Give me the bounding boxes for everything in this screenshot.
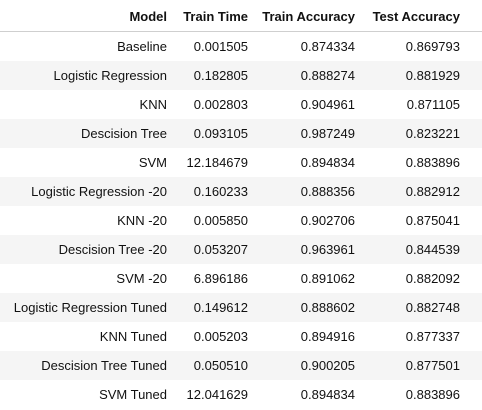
- column-header-train-time: Train Time: [167, 2, 248, 32]
- test-accuracy-cell: 0.823221: [405, 126, 460, 141]
- model-cell: SVM Tuned: [99, 387, 167, 402]
- train-time-cell: 0.160233: [193, 184, 248, 199]
- row-spacer: [460, 351, 482, 380]
- row-spacer: [460, 177, 482, 206]
- train-time-cell: 0.053207: [193, 242, 248, 257]
- column-header-train-accuracy: Train Accuracy: [248, 2, 355, 32]
- table-row: SVM 12.184679 0.894834 0.883896: [0, 148, 482, 177]
- train-time-cell: 0.093105: [193, 126, 248, 141]
- train-accuracy-cell: 0.894834: [300, 155, 355, 170]
- model-cell: Descision Tree -20: [58, 242, 167, 257]
- table-header: Model Train Time Train Accuracy Test Acc…: [0, 2, 482, 32]
- train-time-cell: 12.184679: [186, 155, 248, 170]
- test-accuracy-cell: 0.883896: [405, 387, 460, 402]
- header-spacer: [460, 2, 482, 32]
- table-row: Descision Tree -20 0.053207 0.963961 0.8445…: [0, 235, 482, 264]
- row-spacer: [460, 90, 482, 119]
- test-accuracy-cell: 0.871105: [406, 97, 460, 112]
- table-row: KNN -20 0.005850 0.902706 0.875041: [0, 206, 482, 235]
- row-spacer: [460, 380, 482, 409]
- train-accuracy-cell: 0.902706: [300, 213, 355, 228]
- train-time-cell: 6.896186: [193, 271, 248, 286]
- train-accuracy-cell: 0.888356: [300, 184, 355, 199]
- row-spacer: [460, 61, 482, 90]
- train-time-cell: 0.005850: [193, 213, 248, 228]
- model-cell: Logistic Regression Tuned: [13, 300, 167, 315]
- train-accuracy-cell: 0.894916: [300, 329, 355, 344]
- model-cell: KNN -20: [117, 213, 167, 228]
- table-row: KNN Tuned 0.005203 0.894916 0.877337: [0, 322, 482, 351]
- model-cell: KNN: [139, 97, 167, 112]
- train-time-cell: 0.002803: [193, 97, 248, 112]
- model-cell: SVM -20: [116, 271, 167, 286]
- train-accuracy-cell: 0.894834: [300, 387, 355, 402]
- column-header-test-accuracy: Test Accuracy: [355, 2, 460, 32]
- test-accuracy-cell: 0.881929: [405, 68, 460, 83]
- train-time-cell: 0.149612: [193, 300, 248, 315]
- column-header-model: Model: [0, 2, 167, 32]
- table-body: Baseline 0.001505 0.874334 0.869793 Logistic…: [0, 31, 482, 409]
- train-time-cell: 0.050510: [193, 358, 248, 373]
- test-accuracy-cell: 0.877501: [405, 358, 460, 373]
- test-accuracy-cell: 0.875041: [405, 213, 460, 228]
- row-spacer: [460, 32, 482, 62]
- row-spacer: [460, 264, 482, 293]
- table-row: Logistic Regression Tuned 0.149612 0.88860…: [0, 293, 482, 322]
- train-time-cell: 12.041629: [186, 387, 248, 402]
- model-cell: Descision Tree Tuned: [41, 358, 167, 373]
- row-spacer: [460, 322, 482, 351]
- train-accuracy-cell: 0.904961: [300, 97, 355, 112]
- row-spacer: [460, 119, 482, 148]
- model-cell: KNN Tuned: [99, 329, 167, 344]
- train-accuracy-cell: 0.888274: [300, 68, 355, 83]
- test-accuracy-cell: 0.877337: [405, 329, 460, 344]
- train-time-cell: 0.005203: [193, 329, 248, 344]
- train-accuracy-cell: 0.900205: [300, 358, 355, 373]
- model-cell: Logistic Regression: [53, 68, 167, 83]
- train-time-cell: 0.001505: [193, 39, 248, 54]
- table-row: SVM -20 6.896186 0.891062 0.882092: [0, 264, 482, 293]
- table-row: Descision Tree 0.093105 0.987249 0.823221: [0, 119, 482, 148]
- model-cell: Logistic Regression -20: [31, 184, 167, 199]
- train-accuracy-cell: 0.874334: [300, 39, 355, 54]
- model-cell: Baseline: [117, 39, 167, 54]
- table-row: Descision Tree Tuned 0.050510 0.900205 0.87…: [0, 351, 482, 380]
- train-time-cell: 0.182805: [193, 68, 248, 83]
- test-accuracy-cell: 0.882748: [405, 300, 460, 315]
- test-accuracy-cell: 0.869793: [405, 39, 460, 54]
- table-row: SVM Tuned 12.041629 0.894834 0.883896: [0, 380, 482, 409]
- test-accuracy-cell: 0.882912: [405, 184, 460, 199]
- train-accuracy-cell: 0.891062: [300, 271, 355, 286]
- table-row: Logistic Regression 0.182805 0.888274 0.881…: [0, 61, 482, 90]
- header-row: Model Train Time Train Accuracy Test Acc…: [0, 2, 482, 32]
- train-accuracy-cell: 0.987249: [300, 126, 355, 141]
- table-row: KNN 0.002803 0.904961 0.871105: [0, 90, 482, 119]
- train-accuracy-cell: 0.963961: [300, 242, 355, 257]
- row-spacer: [460, 235, 482, 264]
- model-cell: SVM: [138, 155, 167, 170]
- train-accuracy-cell: 0.888602: [300, 300, 355, 315]
- test-accuracy-cell: 0.844539: [405, 242, 460, 257]
- row-spacer: [460, 293, 482, 322]
- row-spacer: [460, 148, 482, 177]
- row-spacer: [460, 206, 482, 235]
- test-accuracy-cell: 0.882092: [405, 271, 460, 286]
- table-row: Logistic Regression -20 0.160233 0.888356 0…: [0, 177, 482, 206]
- test-accuracy-cell: 0.883896: [405, 155, 460, 170]
- table-row: Baseline 0.001505 0.874334 0.869793: [0, 31, 482, 62]
- model-cell: Descision Tree: [81, 126, 167, 141]
